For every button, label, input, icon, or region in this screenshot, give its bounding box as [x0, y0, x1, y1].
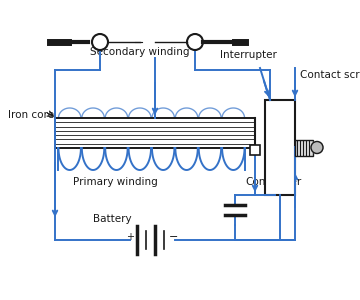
- Text: Condenser: Condenser: [245, 177, 301, 187]
- Bar: [250, 145, 260, 155]
- Text: Interrupter: Interrupter: [220, 50, 277, 60]
- Bar: [265, 100, 295, 195]
- Text: −: −: [169, 232, 179, 242]
- Text: Secondary winding: Secondary winding: [90, 47, 190, 57]
- Bar: [295, 140, 313, 155]
- Circle shape: [311, 142, 323, 154]
- Text: Contact screw: Contact screw: [300, 70, 360, 80]
- Text: +: +: [126, 232, 134, 242]
- Text: Battery: Battery: [93, 214, 131, 224]
- Text: Primary winding: Primary winding: [73, 177, 157, 187]
- Text: Iron core: Iron core: [8, 110, 54, 120]
